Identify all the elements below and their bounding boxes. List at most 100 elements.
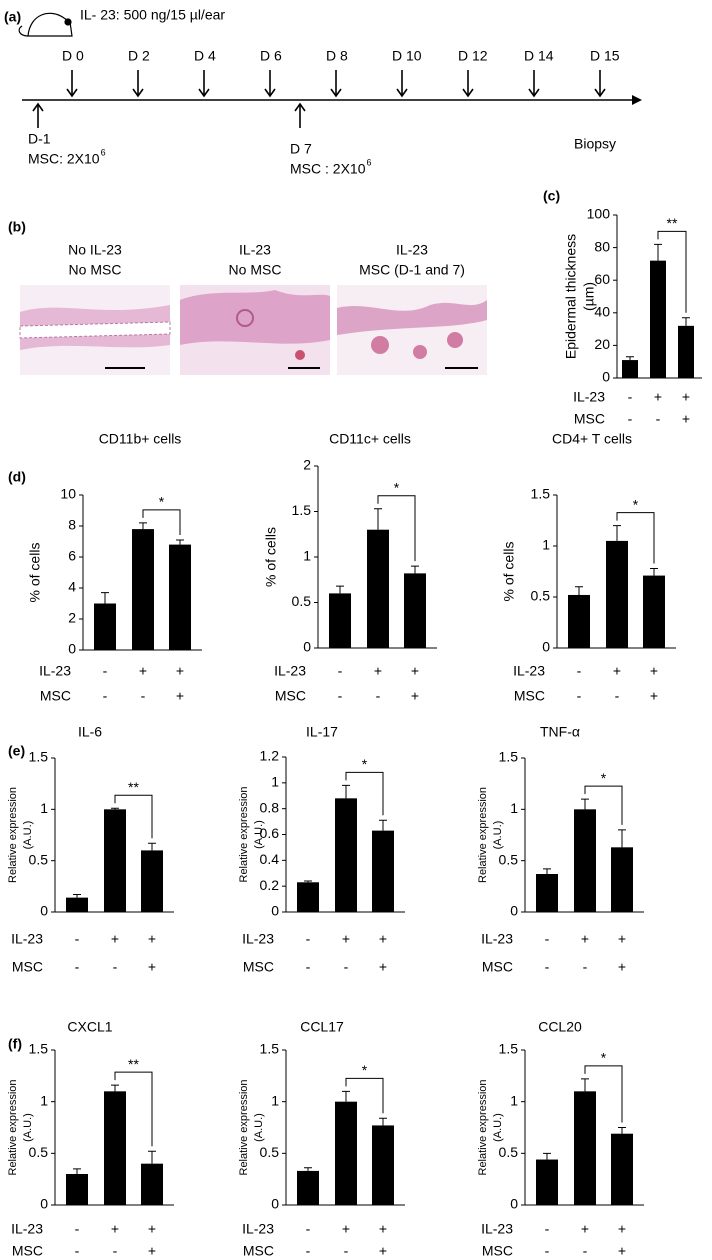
- day-arrow-head: [330, 88, 342, 98]
- error-bar: [613, 525, 621, 541]
- y-tick-label: 0: [40, 1196, 48, 1212]
- y-tick-label: 4: [68, 579, 76, 595]
- treatment-mark: +: [148, 959, 156, 975]
- treatment-name: IL-23: [573, 389, 605, 405]
- treatment-mark: +: [618, 931, 626, 947]
- treatment-mark: +: [148, 931, 156, 947]
- treatment-mark: -: [113, 1243, 118, 1259]
- bar: [606, 540, 628, 648]
- treatment-mark: -: [113, 959, 118, 975]
- treatment-mark: -: [344, 959, 349, 975]
- bar: [650, 260, 666, 378]
- significance-label: *: [362, 1062, 368, 1078]
- bar: [104, 809, 126, 912]
- treatment-name: MSC: [243, 959, 274, 975]
- error-bar: [111, 1084, 119, 1092]
- treatment-mark: -: [75, 931, 80, 947]
- day-arrow-head: [264, 88, 276, 98]
- treatment-name: IL-23: [11, 1221, 43, 1237]
- treatment-name: MSC: [482, 959, 513, 975]
- bar: [297, 882, 319, 912]
- error-bar: [304, 880, 312, 883]
- treatment-mark: -: [628, 411, 633, 427]
- y-tick-label: 1.5: [531, 486, 551, 502]
- treatment-mark: -: [545, 1221, 550, 1237]
- y-tick-label: 0.5: [29, 851, 49, 867]
- treatment-mark: +: [148, 1221, 156, 1237]
- treatment-mark: -: [615, 688, 620, 704]
- bar: [568, 594, 590, 648]
- treatment-mark: +: [148, 1243, 156, 1259]
- error-bar: [342, 1090, 350, 1102]
- bar: [611, 847, 633, 912]
- treatment-name: IL-23: [11, 931, 43, 947]
- treatment-name: IL-23: [242, 1221, 274, 1237]
- bar: [132, 529, 154, 650]
- treatment-mark: +: [682, 389, 690, 405]
- error-bar: [111, 807, 119, 810]
- bar: [574, 809, 596, 912]
- treatment-mark: +: [581, 1221, 589, 1237]
- y-tick-label: 1.5: [29, 749, 49, 765]
- bar: [297, 1170, 319, 1205]
- treatment-mark: -: [103, 688, 108, 704]
- y-tick-label: 1.5: [499, 749, 519, 765]
- y-axis-label: Epidermal thickness: [563, 234, 579, 359]
- y-tick-label: 0.5: [29, 1144, 49, 1160]
- treatment-mark: +: [111, 1221, 119, 1237]
- y-tick-label: 80: [594, 238, 610, 254]
- y-axis-label: (A.U.): [22, 1113, 34, 1142]
- chart-title: CD11b+ cells: [99, 431, 182, 447]
- injection-dose: MSC : 2X10: [290, 161, 366, 177]
- error-bar: [139, 522, 147, 530]
- treatment-mark: +: [379, 931, 387, 947]
- treatment-mark: -: [141, 688, 146, 704]
- significance-bracket: [584, 785, 623, 825]
- y-tick-label: 1: [271, 774, 279, 790]
- chart-title: CXCL1: [67, 1019, 112, 1035]
- error-bar: [148, 842, 156, 851]
- treatment-name: MSC: [275, 688, 306, 704]
- y-tick-label: 0.6: [260, 825, 280, 841]
- bar: [536, 1159, 558, 1205]
- chart-title: CCL20: [538, 1019, 582, 1035]
- error-bar: [581, 798, 589, 810]
- treatment-mark: +: [650, 663, 658, 679]
- treatment-mark: -: [656, 411, 661, 427]
- treatment-mark: +: [342, 931, 350, 947]
- treatment-mark: +: [618, 1243, 626, 1259]
- error-bar: [543, 1152, 551, 1160]
- biopsy-label: Biopsy: [574, 136, 616, 152]
- y-tick-label: 1: [542, 537, 550, 553]
- y-tick-label: 1.5: [499, 1041, 519, 1057]
- y-tick-label: 100: [587, 206, 611, 222]
- significance-bracket: [345, 1077, 384, 1114]
- y-tick-label: 0: [510, 1196, 518, 1212]
- significance-bracket: [616, 512, 655, 564]
- day-arrow-head: [198, 88, 210, 98]
- error-bar: [581, 1078, 589, 1092]
- y-tick-label: 0.5: [499, 851, 519, 867]
- image-title: No MSC: [229, 262, 282, 278]
- day-label: D 12: [458, 48, 488, 64]
- error-bar: [654, 243, 662, 261]
- treatment-mark: -: [306, 959, 311, 975]
- significance-bracket: [345, 771, 384, 816]
- treatment-mark: -: [545, 931, 550, 947]
- injection-dose: MSC: 2X10: [28, 151, 100, 167]
- injection-exponent: 6: [366, 157, 371, 167]
- y-tick-label: 60: [594, 271, 610, 287]
- error-bar: [650, 567, 658, 576]
- error-bar: [411, 565, 419, 574]
- y-tick-label: 0: [40, 903, 48, 919]
- y-tick-label: 1.5: [260, 1041, 280, 1057]
- day-arrow-head: [462, 88, 474, 98]
- treatment-mark: -: [338, 688, 343, 704]
- bar: [643, 575, 665, 648]
- bar: [678, 325, 694, 378]
- error-bar: [379, 1117, 387, 1126]
- y-tick-label: 10: [60, 486, 76, 502]
- treatment-name: MSC: [574, 411, 605, 427]
- bar: [141, 1163, 163, 1205]
